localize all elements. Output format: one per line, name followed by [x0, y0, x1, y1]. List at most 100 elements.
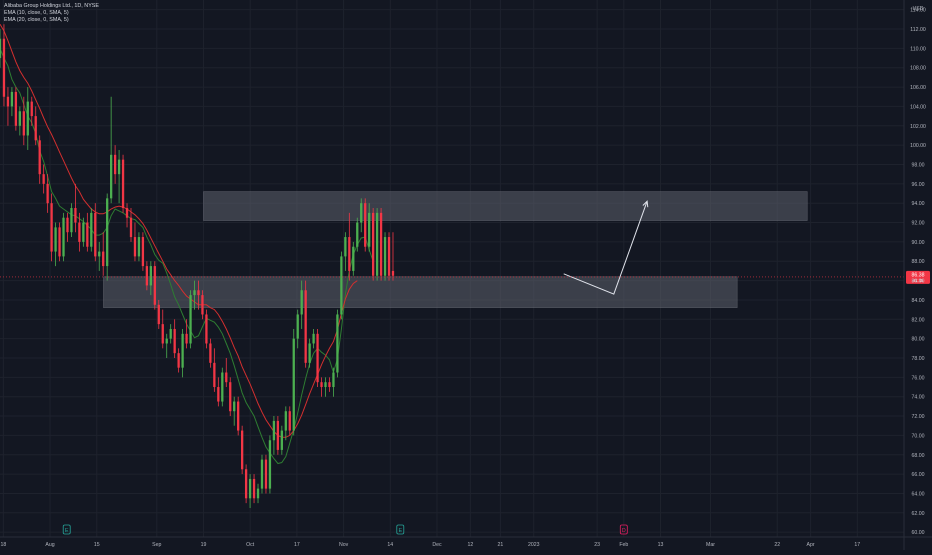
candle-body: [133, 237, 137, 257]
symbol-title[interactable]: Alibaba Group Holdings Ltd., 1D, NYSE: [4, 3, 99, 9]
candle-up: [221, 367, 224, 407]
candle-down: [229, 377, 232, 417]
candle-body: [260, 459, 264, 489]
candle-down: [240, 425, 244, 475]
candle-up: [292, 328, 295, 436]
dividend-marker: D: [619, 524, 628, 535]
projection-path: [563, 201, 648, 295]
price-tick-label: 74.00: [912, 395, 925, 401]
candle-body: [360, 203, 363, 223]
resistance-zone: [203, 191, 808, 221]
candle-body: [237, 401, 240, 431]
candle-body: [189, 295, 192, 344]
candle-up: [324, 377, 327, 397]
candle-down: [328, 377, 331, 392]
candle-body: [145, 266, 149, 286]
candle-body: [352, 246, 355, 271]
candle-body: [30, 101, 33, 117]
candle-body: [70, 208, 73, 233]
candle-body: [165, 338, 168, 344]
candle-body: [332, 372, 335, 388]
candle-down: [46, 174, 49, 213]
marker-frame: [62, 524, 71, 535]
price-tick-label: 80.00: [912, 337, 925, 343]
candle-body: [113, 154, 117, 175]
time-tick-label: 12: [467, 542, 473, 548]
price-tick-label: 92.00: [912, 221, 925, 227]
candle-body: [296, 314, 299, 339]
price-tick-label: 106.00: [910, 85, 926, 91]
candle-up: [109, 96, 113, 204]
candle-down: [133, 222, 137, 262]
time-tick-label: Feb: [619, 542, 628, 548]
time-tick-label: Apr: [807, 542, 815, 548]
candle-body: [129, 217, 133, 238]
earnings-marker: E: [62, 524, 71, 535]
time-tick-label: 19: [201, 542, 207, 548]
candle-down: [213, 348, 216, 392]
candle-down: [2, 24, 6, 107]
candle-down: [38, 135, 41, 184]
price-tick-label: 88.00: [912, 259, 925, 265]
price-tick-label: 108.00: [910, 66, 926, 72]
last-price-countdown: 41:45: [913, 278, 925, 283]
candle-body: [324, 382, 327, 388]
candle-body: [161, 324, 164, 344]
candle-body: [66, 217, 69, 233]
time-tick-label: 22: [774, 542, 780, 548]
candle-up: [344, 232, 347, 271]
candle-up: [272, 416, 276, 455]
candle-body: [157, 304, 160, 325]
candle-body: [177, 353, 180, 368]
candle-body: [137, 237, 141, 257]
marker-frame: [396, 524, 405, 535]
price-tick-label: 72.00: [912, 414, 925, 420]
candle-body: [2, 38, 6, 97]
candle-down: [141, 232, 145, 271]
candle-body: [121, 159, 125, 209]
earnings-marker: E: [396, 524, 405, 535]
candle-up: [137, 232, 141, 262]
candle-down: [205, 309, 208, 349]
candle-body: [252, 478, 256, 499]
candle-up: [356, 217, 359, 252]
price-tick-label: 98.00: [912, 162, 925, 168]
candle-down: [364, 198, 367, 252]
candle-body: [34, 116, 37, 141]
time-tick-label: Dec: [432, 542, 442, 548]
candle-up: [280, 425, 283, 455]
price-tick-label: 86.00: [912, 279, 925, 285]
candle-down: [244, 464, 248, 504]
candle-down: [371, 208, 375, 281]
candle-down: [86, 212, 89, 252]
candle-body: [22, 111, 25, 136]
candle-up: [256, 483, 260, 504]
candle-up: [312, 328, 315, 349]
candle-down: [177, 348, 180, 373]
candle-down: [42, 164, 45, 194]
candle-body: [221, 372, 224, 402]
ema-20-legend[interactable]: EMA (20, close, 0, SMA, 5): [4, 17, 69, 23]
price-tick-label: 90.00: [912, 240, 925, 246]
last-price-tag: [906, 270, 930, 284]
candle-body: [106, 198, 109, 267]
last-price-value: 86.38: [912, 273, 925, 279]
time-tick-label: 17: [294, 542, 300, 548]
candle-down: [121, 154, 125, 213]
price-tick-label: 76.00: [912, 375, 925, 381]
candle-body: [94, 212, 97, 257]
ema-line-20: [0, 23, 358, 438]
projection-arrowhead: [642, 200, 649, 208]
candle-down: [6, 87, 10, 126]
candle-body: [375, 212, 379, 276]
candle-up: [300, 280, 303, 329]
candle-up: [169, 324, 172, 344]
price-tick-label: 114.00: [910, 8, 926, 14]
candle-up: [181, 328, 184, 378]
candle-body: [173, 328, 176, 354]
ema-10-legend[interactable]: EMA (10, close, 0, SMA, 5): [4, 10, 69, 16]
candle-body: [109, 154, 113, 199]
